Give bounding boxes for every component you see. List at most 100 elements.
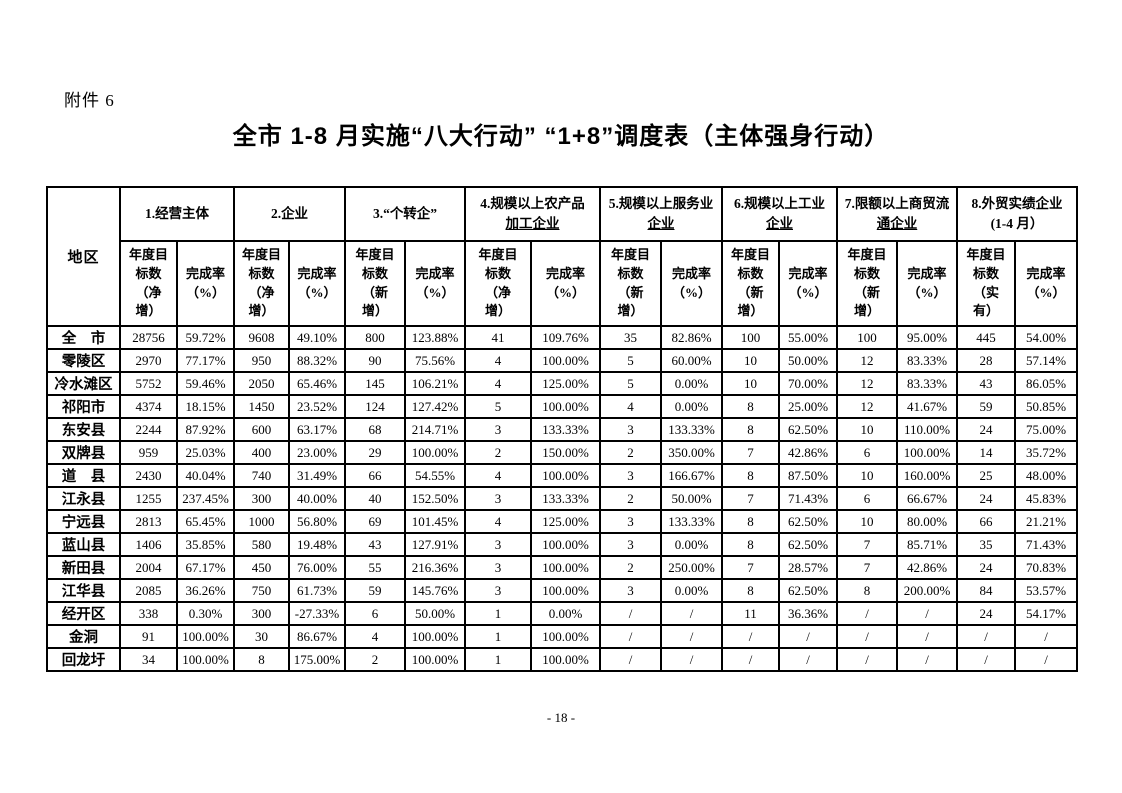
value-cell: 133.33% bbox=[530, 417, 601, 442]
value-cell: / bbox=[660, 647, 723, 672]
table-row: 回龙圩 34 100.00% 8 175.00% 2 100.00% 1 100.00% / / / /… bbox=[46, 647, 1078, 672]
value-cell: 42.86% bbox=[896, 555, 958, 580]
value-cell: 24 bbox=[956, 486, 1016, 511]
value-cell: 338 bbox=[119, 601, 178, 626]
table-row: 新田县 2004 67.17% 450 76.00% 55 216.36% 3 100.00% 2… bbox=[46, 555, 1078, 580]
value-cell: 59 bbox=[956, 394, 1016, 419]
value-cell: 25.00% bbox=[778, 394, 838, 419]
value-cell: / bbox=[1014, 647, 1078, 672]
sub-header-row: 年度目 标数 （净 增） 完成率 （%） 年度目 标数 （净 增） 完成率 （%… bbox=[47, 240, 1078, 327]
value-cell: 1 bbox=[464, 624, 532, 649]
value-cell: 69 bbox=[344, 509, 406, 534]
value-cell: 76.00% bbox=[288, 555, 346, 580]
value-cell: 109.76% bbox=[530, 325, 601, 350]
value-cell: 106.21% bbox=[404, 371, 466, 396]
value-cell: 1 bbox=[464, 647, 532, 672]
group-label: 2.企业 bbox=[270, 205, 309, 221]
value-cell: 2813 bbox=[119, 509, 178, 534]
value-cell: 7 bbox=[721, 440, 780, 465]
value-cell: 127.42% bbox=[404, 394, 466, 419]
rate-subheader-1: 完成率 （%） bbox=[176, 240, 235, 327]
value-cell: 18.15% bbox=[176, 394, 235, 419]
table-body: 全 市 28756 59.72% 9608 49.10% 800 123.88% 41 109.… bbox=[46, 325, 1078, 672]
value-cell: 53.57% bbox=[1014, 578, 1078, 603]
table-row: 经开区 338 0.30% 300 -27.33% 6 50.00% 1 0.00% //11 36… bbox=[46, 601, 1078, 626]
value-cell: 10 bbox=[836, 463, 898, 488]
value-cell: 50.00% bbox=[778, 348, 838, 373]
value-cell: 7 bbox=[836, 532, 898, 557]
table-row: 蓝山县 1406 35.85% 580 19.48% 43 127.91% 3 100.00% 3… bbox=[46, 532, 1078, 557]
region-cell: 江华县 bbox=[46, 578, 121, 603]
value-cell: 125.00% bbox=[530, 509, 601, 534]
group-header-2: 2.企业 bbox=[233, 186, 346, 242]
value-cell: 100.00% bbox=[530, 555, 601, 580]
value-cell: 83.33% bbox=[896, 371, 958, 396]
value-cell: -27.33% bbox=[288, 601, 346, 626]
value-cell: 100.00% bbox=[404, 624, 466, 649]
value-cell: 2004 bbox=[119, 555, 178, 580]
value-cell: 61.73% bbox=[288, 578, 346, 603]
value-cell: 3 bbox=[599, 578, 662, 603]
data-table: 地区 1.经营主体 2.企业 3.“个转企” 4.规模以上农产品 加工企业 5.… bbox=[46, 186, 1078, 672]
value-cell: 166.67% bbox=[660, 463, 723, 488]
value-cell: 85.71% bbox=[896, 532, 958, 557]
value-cell: 10 bbox=[836, 509, 898, 534]
group-header-4: 4.规模以上农产品 加工企业 bbox=[464, 186, 601, 242]
value-cell: 3 bbox=[464, 417, 532, 442]
value-cell: 8 bbox=[721, 417, 780, 442]
value-cell: 36.26% bbox=[176, 578, 235, 603]
value-cell: 28 bbox=[956, 348, 1016, 373]
value-cell: / bbox=[956, 647, 1016, 672]
rate-subheader-7: 完成率 （%） bbox=[896, 240, 958, 327]
value-cell: 5 bbox=[464, 394, 532, 419]
value-cell: 88.32% bbox=[288, 348, 346, 373]
value-cell: 123.88% bbox=[404, 325, 466, 350]
value-cell: 133.33% bbox=[660, 417, 723, 442]
value-cell: 100.00% bbox=[176, 647, 235, 672]
value-cell: 77.17% bbox=[176, 348, 235, 373]
value-cell: 4 bbox=[344, 624, 406, 649]
value-cell: 25.03% bbox=[176, 440, 235, 465]
value-cell: 87.92% bbox=[176, 417, 235, 442]
value-cell: 62.50% bbox=[778, 532, 838, 557]
value-cell: 63.17% bbox=[288, 417, 346, 442]
value-cell: / bbox=[721, 624, 780, 649]
value-cell: 31.49% bbox=[288, 463, 346, 488]
value-cell: 4 bbox=[464, 371, 532, 396]
value-cell: 28756 bbox=[119, 325, 178, 350]
value-cell: 65.46% bbox=[288, 371, 346, 396]
value-cell: 1255 bbox=[119, 486, 178, 511]
group-label: 8.外贸实绩企业 bbox=[971, 195, 1063, 211]
value-cell: 133.33% bbox=[530, 486, 601, 511]
value-cell: 67.17% bbox=[176, 555, 235, 580]
value-cell: 2 bbox=[599, 486, 662, 511]
value-cell: 5752 bbox=[119, 371, 178, 396]
value-cell: / bbox=[660, 624, 723, 649]
value-cell: / bbox=[896, 647, 958, 672]
value-cell: 110.00% bbox=[896, 417, 958, 442]
region-cell: 金洞 bbox=[46, 624, 121, 649]
value-cell: 59.72% bbox=[176, 325, 235, 350]
rate-subheader-2: 完成率 （%） bbox=[288, 240, 346, 327]
value-cell: 10 bbox=[836, 417, 898, 442]
value-cell: 350.00% bbox=[660, 440, 723, 465]
region-cell: 新田县 bbox=[46, 555, 121, 580]
region-cell: 祁阳市 bbox=[46, 394, 121, 419]
value-cell: 21.21% bbox=[1014, 509, 1078, 534]
value-cell: 3 bbox=[599, 532, 662, 557]
group-header-3: 3.“个转企” bbox=[344, 186, 466, 242]
value-cell: 450 bbox=[233, 555, 290, 580]
value-cell: 43 bbox=[956, 371, 1016, 396]
value-cell: 43 bbox=[344, 532, 406, 557]
group-label: 7.限额以上商贸流 bbox=[844, 195, 950, 211]
value-cell: 40.04% bbox=[176, 463, 235, 488]
value-cell: 35 bbox=[956, 532, 1016, 557]
table-row: 全 市 28756 59.72% 9608 49.10% 800 123.88% 41 109.… bbox=[46, 325, 1078, 350]
value-cell: 91 bbox=[119, 624, 178, 649]
group-label: 3.“个转企” bbox=[372, 205, 438, 221]
value-cell: 40 bbox=[344, 486, 406, 511]
region-column-header: 地区 bbox=[46, 186, 121, 327]
value-cell: 49.10% bbox=[288, 325, 346, 350]
value-cell: 8 bbox=[233, 647, 290, 672]
table-row: 江永县 1255 237.45% 300 40.00% 40 152.50% 3 133.33%… bbox=[46, 486, 1078, 511]
